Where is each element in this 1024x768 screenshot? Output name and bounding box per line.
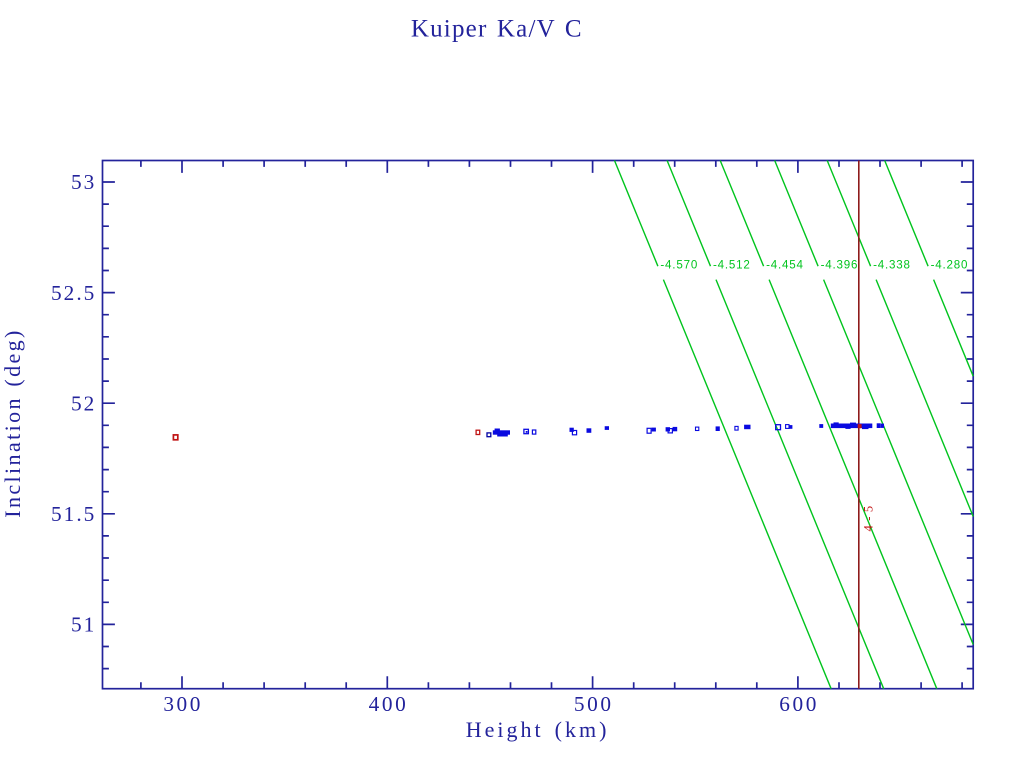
svg-text:52: 52 — [71, 391, 96, 415]
svg-text:400: 400 — [369, 692, 409, 716]
svg-text:Kuiper Ka/V C: Kuiper Ka/V C — [411, 16, 583, 43]
svg-text:-4.512: -4.512 — [713, 259, 751, 272]
svg-text:-4.454: -4.454 — [766, 259, 804, 272]
svg-text:-4.280: -4.280 — [931, 259, 969, 272]
svg-text:Inclination (deg): Inclination (deg) — [0, 328, 25, 518]
svg-text:500: 500 — [574, 692, 614, 716]
svg-text:Height (km): Height (km) — [466, 717, 610, 742]
svg-text:-4.338: -4.338 — [873, 259, 911, 272]
svg-text:-4.396: -4.396 — [821, 259, 859, 272]
svg-text:4-5: 4-5 — [862, 501, 876, 531]
svg-text:53: 53 — [71, 170, 96, 194]
svg-text:300: 300 — [163, 692, 203, 716]
svg-text:-4.570: -4.570 — [660, 259, 698, 272]
svg-text:51: 51 — [71, 613, 96, 637]
svg-text:600: 600 — [779, 692, 819, 716]
svg-text:51.5: 51.5 — [51, 502, 96, 526]
svg-text:52.5: 52.5 — [51, 281, 96, 305]
